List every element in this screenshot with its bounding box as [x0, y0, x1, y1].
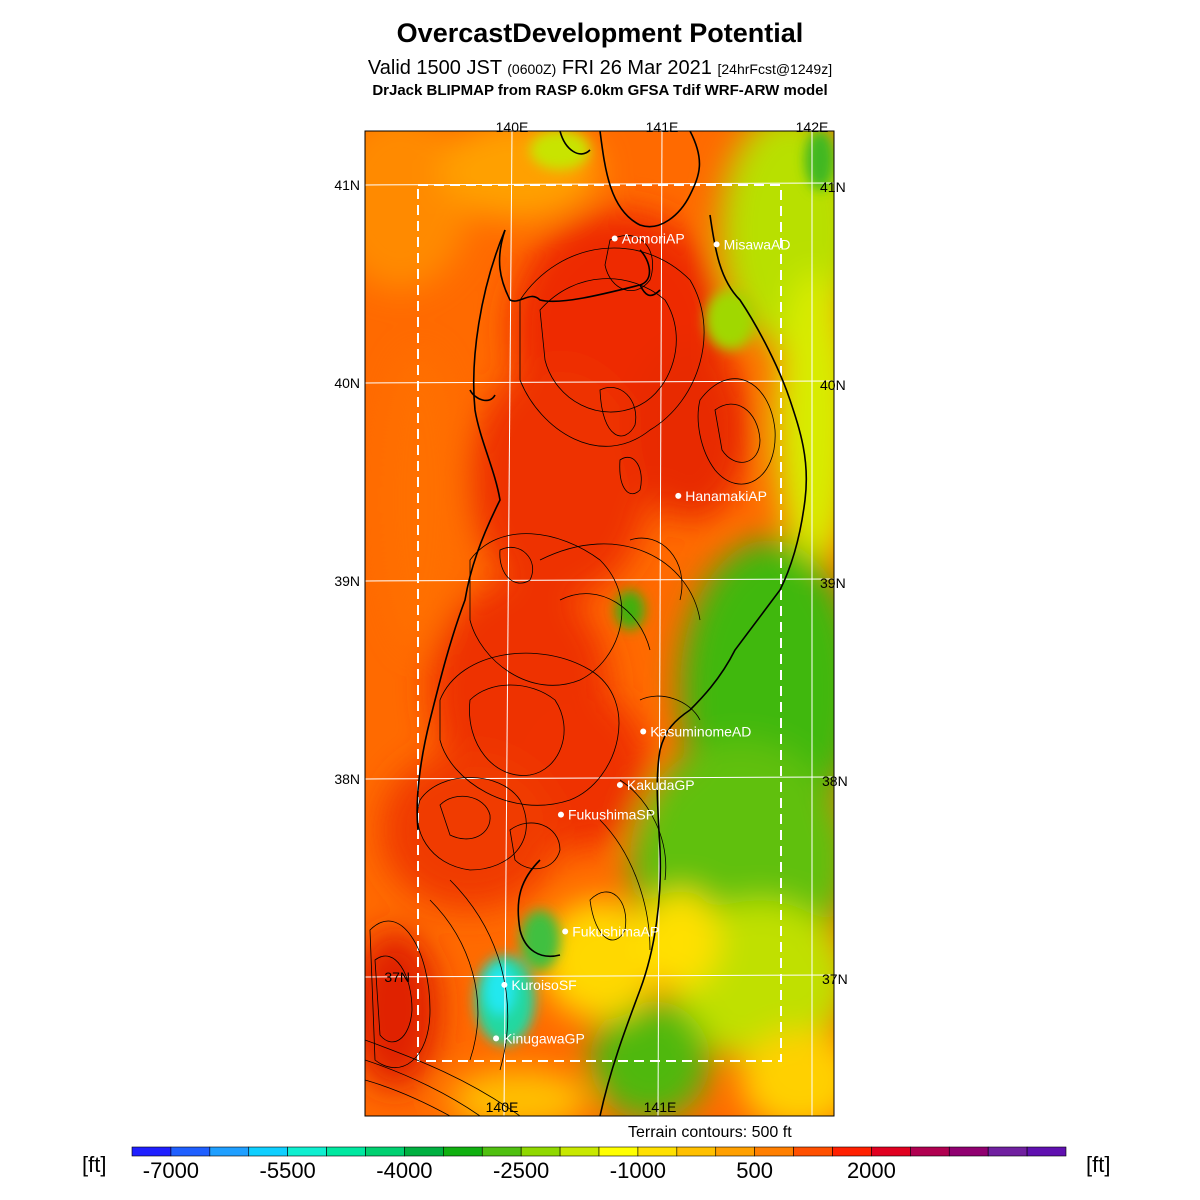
- colorbar-unit-left: [ft]: [82, 1152, 107, 1177]
- lat-label-38n-right: 38N: [822, 773, 848, 789]
- lat-label-40n-left: 40N: [334, 375, 360, 391]
- valid-date: FRI 26 Mar 2021: [561, 57, 712, 79]
- colorbar-tick-label: -2500: [493, 1158, 549, 1183]
- colorbar-box: [326, 1146, 366, 1157]
- station-dot: [675, 492, 682, 499]
- station-dot: [616, 781, 623, 788]
- colorbar-box: [170, 1146, 211, 1157]
- lat-label-39n-right: 39N: [820, 575, 846, 591]
- station-label: FukushimaSP: [568, 807, 655, 823]
- colorbar-box: [832, 1146, 872, 1157]
- coastline: [416, 131, 808, 1116]
- colorbar-box: [948, 1146, 989, 1157]
- colorbar-box: [443, 1146, 483, 1157]
- lat-label-39n-left: 39N: [334, 573, 360, 589]
- colorbar-tick-label: -1000: [610, 1158, 666, 1183]
- colorbar-box: [1026, 1146, 1067, 1157]
- station-label: KakudaGP: [627, 777, 695, 793]
- colorbar-box: [248, 1146, 288, 1157]
- colorbar-box: [987, 1146, 1028, 1157]
- colorbar-box: [715, 1146, 755, 1157]
- valid-time: Valid 1500 JST (0600Z) FRI 26 Mar 2021 […: [0, 57, 1200, 80]
- lon-label-141e-bottom: 141E: [644, 1099, 677, 1115]
- station-label: KinugawaGP: [503, 1030, 585, 1046]
- station-dot: [713, 241, 720, 248]
- colorbar-box: [793, 1146, 833, 1157]
- station-dot: [501, 981, 508, 988]
- terrain-contour-note: Terrain contours: 500 ft: [628, 1124, 792, 1140]
- inner-domain-box: [417, 184, 782, 1062]
- colorbar-tick-label: 2000: [847, 1158, 896, 1183]
- station-label: HanamakiAP: [685, 488, 767, 504]
- lat-label-38n-left: 38N: [334, 771, 360, 787]
- lat-label-37n-right: 37N: [822, 971, 848, 987]
- station-dot: [611, 235, 618, 242]
- colorbar-box: [131, 1146, 172, 1157]
- colorbar-box: [365, 1146, 405, 1157]
- colorbar-tick-label: -4000: [376, 1158, 432, 1183]
- lat-label-40n-right: 40N: [820, 377, 846, 393]
- station-dot: [493, 1035, 500, 1042]
- colorbar-box: [520, 1146, 561, 1157]
- colorbar-box: [481, 1146, 522, 1157]
- valid-time-utc: (0600Z): [507, 61, 557, 77]
- forecast-map: 140E 141E 142E 140E 141E 41N 40N 39N 38N…: [334, 119, 848, 1140]
- lon-label-140e-top: 140E: [496, 119, 529, 135]
- map-frame: [364, 130, 835, 1117]
- colorbar-tick-label: -5500: [260, 1158, 316, 1183]
- station-label: KuroisoSF: [511, 977, 576, 993]
- station-label: FukushimaAP: [572, 923, 659, 939]
- map-title: OvercastDevelopment Potential: [396, 18, 804, 48]
- station-dot: [557, 811, 564, 818]
- station-markers: AomoriAP MisawaAD HanamakiAP KasuminomeAD Ka…: [493, 230, 791, 1046]
- colorbar-box: [754, 1146, 794, 1157]
- lat-label-41n-left: 41N: [334, 177, 360, 193]
- station-dot: [562, 928, 569, 935]
- colorbar-box: [404, 1146, 444, 1157]
- colorbar-box: [209, 1146, 250, 1157]
- colorbar-box: [676, 1146, 717, 1157]
- colorbar-box: [910, 1146, 950, 1157]
- colorbar-box: [559, 1146, 600, 1157]
- station-label: MisawaAD: [724, 236, 791, 252]
- lat-label-41n-right: 41N: [820, 179, 846, 195]
- station-label: KasuminomeAD: [650, 723, 751, 739]
- colorbar: -7000 -5500 -4000 -2500 -1000 500 2000: [131, 1146, 1067, 1183]
- lon-label-141e-top: 141E: [646, 119, 679, 135]
- lat-label-37n-left: 37N: [384, 969, 410, 985]
- colorbar-tick-label: 500: [736, 1158, 773, 1183]
- terrain-contours: [365, 235, 776, 1116]
- lon-label-140e-bottom: 140E: [486, 1099, 519, 1115]
- colorbar-box: [637, 1146, 678, 1157]
- colorbar-unit-right: [ft]: [1086, 1152, 1111, 1177]
- colorbar-tick-label: -7000: [143, 1158, 199, 1183]
- colorbar-box: [287, 1146, 327, 1157]
- station-label: AomoriAP: [622, 230, 685, 246]
- colorbar-box: [871, 1146, 911, 1157]
- forecast-info: [24hrFcst@1249z]: [717, 61, 833, 77]
- station-dot: [640, 728, 647, 735]
- model-description: DrJack BLIPMAP from RASP 6.0km GFSA Tdif…: [372, 82, 828, 99]
- lon-label-142e-top: 142E: [796, 119, 829, 135]
- colorbar-box: [598, 1146, 639, 1157]
- valid-time-main: Valid 1500 JST: [367, 57, 502, 79]
